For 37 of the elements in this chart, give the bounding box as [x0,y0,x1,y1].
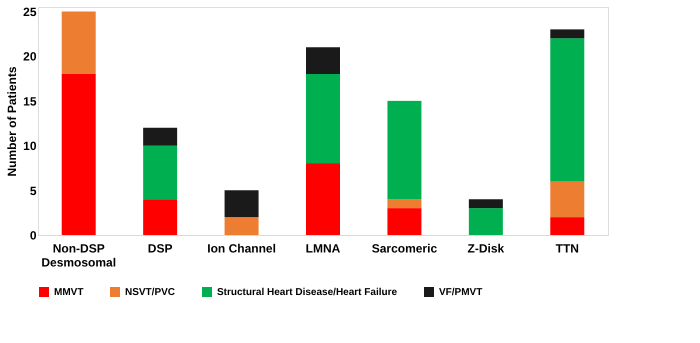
legend-label: MMVT [54,287,84,298]
y-tick-label: 10 [23,139,37,154]
x-tick-label: Non-DSP Desmosomal [41,242,116,270]
bar [224,217,259,235]
x-tick-label: Z-Disk [468,242,505,256]
bar [306,163,340,235]
bar [306,74,340,164]
bar [550,38,584,182]
bar [387,208,422,235]
legend-label: NSVT/PVC [125,287,176,298]
y-tick-label: 5 [30,184,37,198]
bar [143,146,178,200]
y-axis-title: Number of Patients [5,66,20,177]
bar [387,100,422,200]
x-tick-label: LMNA [306,242,341,256]
bar [550,181,584,218]
bar [387,199,422,208]
y-tick-label: 25 [23,4,37,19]
x-tick-label: DSP [148,242,172,256]
bar [468,199,503,208]
x-tick-label: Sarcomeric [372,242,438,256]
legend-label: VF/PMVT [439,287,482,298]
y-tick-label: 0 [30,228,37,242]
bar [550,217,584,235]
bar [306,47,340,74]
x-tick-label: TTN [556,242,579,256]
y-tick-label: 15 [23,94,37,108]
bar [62,74,96,235]
y-tick-label: 20 [23,50,37,64]
bar [62,11,96,74]
bar [468,208,503,235]
bar [224,190,259,218]
legend-label: Structural Heart Disease/Heart Failure [217,287,398,298]
bar [143,128,178,146]
bar [550,29,584,38]
bar [143,199,178,235]
x-tick-label: Ion Channel [207,242,276,256]
